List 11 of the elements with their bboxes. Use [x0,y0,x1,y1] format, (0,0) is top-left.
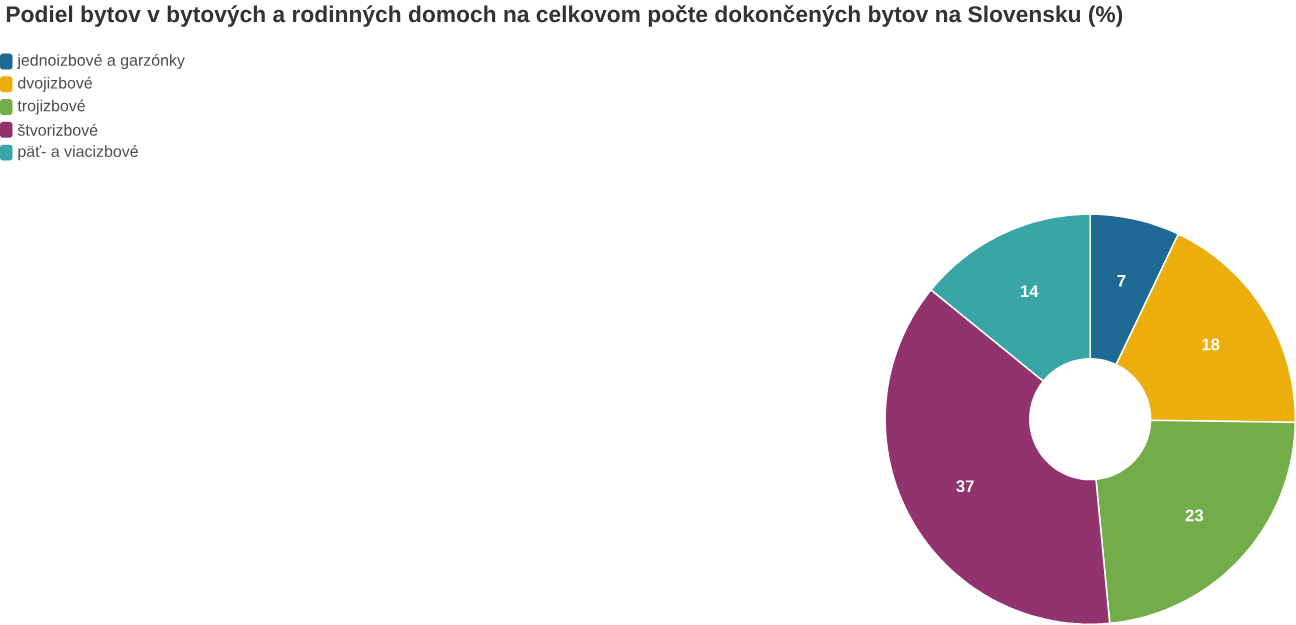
data-label: 7 [1117,275,1126,287]
legend-label: štvorizbové [17,123,98,136]
data-label: 14 [1021,285,1039,297]
chart-title: Podiel bytov v bytových a rodinných domoch na celkovom počte dokončených bytov na Slovensku (%) [6,5,1123,27]
legend-label: päť- a viacizbové [18,145,138,161]
data-label: 18 [1202,338,1220,351]
legend-label: dvojizbové [18,76,93,92]
legend-label: trojizbové [17,99,85,115]
legend-label: jednoizbové a garzónky [17,53,185,70]
data-label: 23 [1185,509,1204,522]
data-label: 37 [956,480,974,493]
